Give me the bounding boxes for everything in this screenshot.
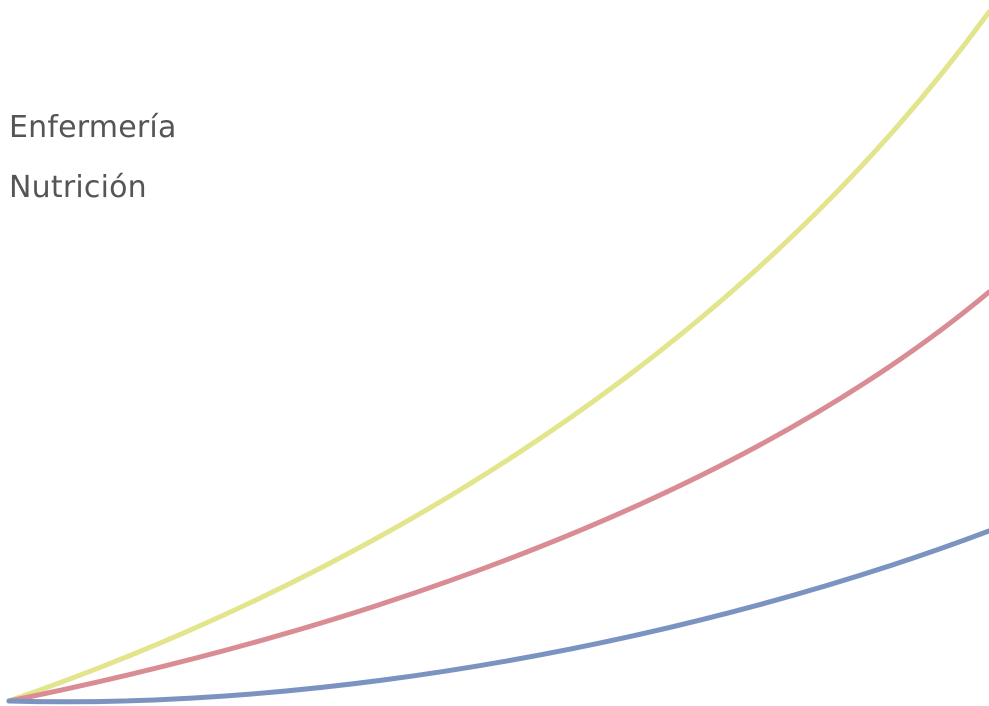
yellow-curve <box>6 9 989 704</box>
label-nutricion: Nutrición <box>9 170 147 205</box>
blue-curve <box>6 528 989 705</box>
label-enfermeria: Enfermería <box>9 110 177 145</box>
red-curve <box>6 289 989 704</box>
label-list: Enfermería Nutrición <box>9 104 177 212</box>
